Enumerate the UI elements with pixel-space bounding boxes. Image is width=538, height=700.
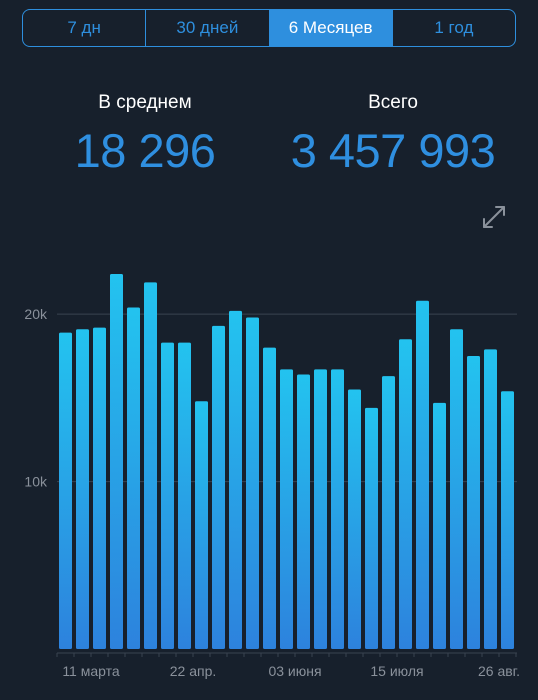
bar (59, 332, 72, 649)
period-selector: 7 дн 30 дней 6 Месяцев 1 год (22, 9, 516, 47)
x-tick-label: 26 авг. (478, 663, 520, 679)
bar (263, 347, 276, 649)
bar (348, 389, 361, 649)
bar (467, 356, 480, 649)
bar (178, 342, 191, 649)
bar (433, 402, 446, 649)
tab-6-months[interactable]: 6 Месяцев (268, 10, 392, 46)
tab-30-days[interactable]: 30 дней (145, 10, 268, 46)
average-value: 18 296 (74, 124, 216, 177)
bar (297, 374, 310, 649)
bar (280, 369, 293, 649)
bar (144, 282, 157, 649)
average-stat: В среднем 18 296 (45, 92, 245, 178)
total-label: Всего (368, 92, 418, 113)
bar (93, 327, 106, 649)
average-label: В среднем (98, 92, 192, 113)
bar (110, 274, 123, 649)
tab-1-year[interactable]: 1 год (391, 10, 515, 46)
x-tick-label: 03 июня (268, 663, 321, 679)
bar (246, 317, 259, 649)
bar (501, 391, 514, 649)
bar (382, 376, 395, 649)
bar (195, 401, 208, 649)
bar (229, 310, 242, 649)
total-stat: Всего 3 457 993 (262, 92, 524, 178)
x-tick-label: 22 апр. (170, 663, 217, 679)
bar (314, 369, 327, 649)
x-tick-label: 15 июля (370, 663, 423, 679)
y-tick-label: 10k (24, 474, 48, 490)
bar (484, 349, 497, 649)
x-tick-label: 11 марта (62, 663, 120, 679)
y-tick-label: 20k (24, 306, 48, 322)
tab-7-days[interactable]: 7 дн (67, 18, 101, 37)
bar (399, 339, 412, 649)
bar (450, 329, 463, 649)
total-value: 3 457 993 (290, 124, 496, 177)
bar (127, 307, 140, 649)
bar (416, 300, 429, 649)
bar (365, 407, 378, 649)
bar (212, 325, 225, 649)
bar (161, 342, 174, 649)
bar (331, 369, 344, 649)
bar (76, 329, 89, 649)
expand-arrows-icon[interactable] (481, 204, 507, 230)
